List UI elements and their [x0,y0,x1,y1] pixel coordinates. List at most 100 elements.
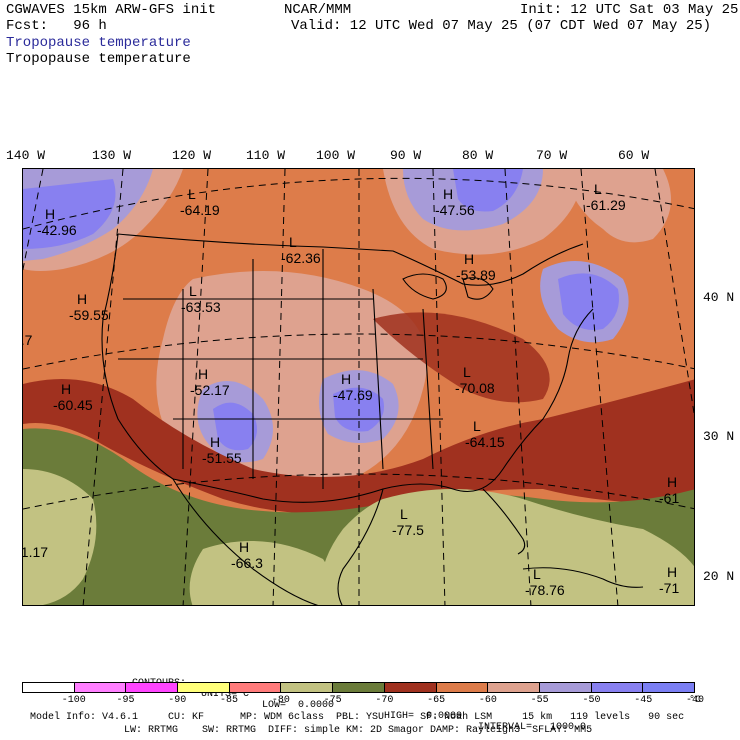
colorbar-label: -80 [271,695,290,706]
low-marker: L [533,566,541,582]
lon-label: 130 W [92,148,132,163]
lat-label: 30 N [703,429,735,444]
colorbar-swatch [384,683,437,692]
high-marker: H [667,474,677,490]
extremum-value: -61.29 [586,197,626,213]
extremum-value: -47.56 [435,202,475,218]
contours-units: UNITS=°C [201,689,250,700]
colorbar-swatch [643,683,694,692]
extremum-value: -63.53 [181,299,221,315]
lon-label: 70 W [536,148,568,163]
low-marker: L [473,418,481,434]
colorbar-label: -75 [323,695,342,706]
colorbar-label: -85 [220,695,239,706]
low-marker: L [188,186,196,202]
field-mx-tan [189,541,333,605]
west-coast [101,233,174,480]
field-ne-blue [453,169,523,212]
colorbar-label: -65 [427,695,446,706]
extremum-value: -64.19 [180,202,220,218]
colorbar-swatch [539,683,592,692]
lon-label: 100 W [316,148,356,163]
parallel-40n [23,177,694,230]
extremum-value: -78.76 [525,582,565,598]
meridian [182,169,209,605]
field-title-blue: Tropopause temperature [6,35,191,51]
colorbar-label: -90 [168,695,187,706]
lon-label: 120 W [172,148,212,163]
low-marker: L [400,506,408,522]
extremum-value: -59.55 [69,307,109,323]
field-sw-tan [23,469,97,605]
colorbar-swatch [229,683,282,692]
colorbar-swatch [23,683,75,692]
colorbar-label: -45 [634,695,653,706]
low-marker: L [289,234,297,250]
extremum-value: -62.36 [281,250,321,266]
physics-info: LW: RRTMG SW: RRTMG DIFF: simple KM: 2D … [124,725,593,736]
gulf-coast [172,308,594,503]
meridian [82,169,124,605]
colorbar-label: -55 [530,695,549,706]
valid-time: Valid: 12 UTC Wed 07 May 25 (07 CDT Wed … [291,18,712,34]
parallel-30n [23,333,694,370]
colorbar-swatch [126,683,179,692]
high-marker: H [443,186,453,202]
extremum-value: -53.89 [456,267,496,283]
high-marker: H [198,366,208,382]
colorbar-label: -70 [375,695,394,706]
forecast-hour: Fcst: 96 h [6,18,107,34]
lon-label: 80 W [462,148,494,163]
extremum-value: -77.5 [392,522,424,538]
colorbar-label: -95 [116,695,135,706]
colorbar [22,682,695,693]
state-lines [118,249,443,489]
high-marker: H [210,434,220,450]
high-marker: H [239,539,249,555]
graticule [23,169,694,605]
meridian [654,169,694,416]
lat-label: 40 N [703,290,735,305]
low-marker: L [594,181,602,197]
field-title: Tropopause temperature [6,51,191,67]
colorbar-swatch [178,683,230,692]
extremum-value: -61 [659,490,679,506]
contours-high: HIGH= 0.0000 [384,711,463,722]
high-marker: H [45,206,55,222]
field-east-blue [558,273,619,330]
extremum-value: 2.7 [23,332,33,348]
meridian [580,169,619,605]
extremum-value: -64.15 [465,434,505,450]
florida [482,488,526,555]
field-sw-blue [213,402,257,451]
cuba [522,567,644,588]
meridian [272,169,286,605]
contours-interval: INTERVAL= 1000.0 [478,722,587,733]
low-marker: L [189,283,197,299]
contours-info: CONTOURS: UNITS=°C LOW= 0.0000 HIGH= 0.0… [0,667,740,733]
init-time: Init: 12 UTC Sat 03 May 25 [520,2,739,18]
extrema-layer: H-42.96L-64.19L-62.36H-47.56L-61.29H-53.… [23,181,679,598]
tropopause-temperature-map: H -42.96 L -64.19 L -62.36 H -47.56 L -61.29 H -53.… [22,168,695,606]
extremum-value: -42.96 [37,222,77,238]
colorbar-label: -60 [478,695,497,706]
colorbar-label: -100 [61,695,86,706]
extremum-value: -47.69 [333,387,373,403]
low-marker: L [463,364,471,380]
field-south-red [23,379,694,514]
us-canada-border [117,233,584,286]
field-gulf-tan [320,489,694,605]
extremum-value: -70.08 [455,380,495,396]
mexico-coast [172,478,319,605]
high-marker: H [77,291,87,307]
colorbar-swatch [591,683,644,692]
high-marker: H [464,251,474,267]
high-marker: H [667,564,677,580]
institution: NCAR/MMM [284,2,352,18]
colorbar-swatch [488,683,540,692]
contours-low: LOW= 0.0000 [262,700,335,711]
lon-label: 110 W [246,148,286,163]
boundaries [101,233,644,605]
high-marker: H [61,381,71,397]
extremum-value: 71.17 [23,544,48,560]
